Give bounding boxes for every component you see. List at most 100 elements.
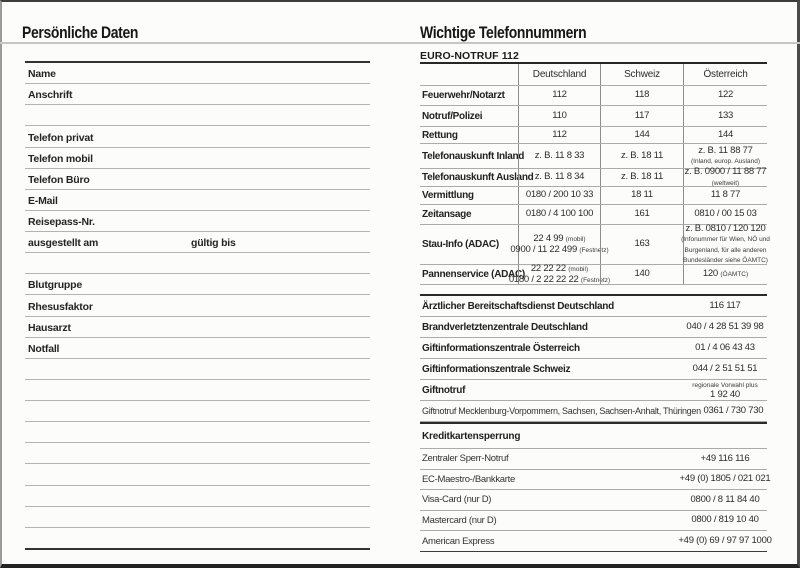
value-cell: z. B. 11 88 77 (Inland, europ. Ausland)	[683, 144, 767, 168]
value-text: +49 116 116	[700, 452, 750, 464]
credit-section-heading: Kreditkartensperrung	[420, 424, 767, 449]
field-label: Telefon mobil	[28, 152, 93, 165]
value-text: 144	[634, 128, 650, 140]
form-row: Anschrift	[25, 84, 370, 106]
value-text: 110	[552, 109, 567, 121]
ruled-blank-line	[25, 507, 370, 528]
value-line: 044 / 2 51 51 51	[692, 362, 758, 374]
value-text: 112	[552, 128, 567, 140]
value-text: z. B. 11 8 33	[534, 149, 585, 161]
field-label: Anschrift	[28, 89, 73, 102]
value-text: 0361 / 730 730	[703, 404, 764, 416]
form-row: Telefon mobil	[25, 148, 370, 169]
value-text: 040 / 4 28 51 39 98	[686, 320, 764, 332]
service-label: Giftnotruf	[422, 384, 466, 396]
form-row: Blutgruppe	[25, 274, 370, 296]
cell-line: Bundesländer siehe ÖAMTC)	[683, 255, 768, 265]
service-value: +49 (0) 1805 / 021 021	[680, 474, 771, 484]
fine-print: Bundesländer siehe ÖAMTC)	[683, 256, 768, 264]
fine-print: regionale Vorwahl plus	[692, 381, 758, 389]
value-text: 0800 / 819 10 40	[691, 514, 759, 526]
fine-print: (mobil)	[565, 236, 586, 244]
table-row: Vermittlung 0180 / 200 10 33 18 11 11 8 77	[420, 187, 767, 205]
row-label: Pannenservice (ADAC)	[422, 269, 525, 280]
value-cell: z. B. 0900 / 11 88 77 (weltweit)	[683, 167, 767, 188]
value-text: 122	[717, 89, 734, 101]
field-label: Reisepass-Nr.	[28, 216, 95, 228]
service-value: regionale Vorwahl plus 1 92 40	[684, 380, 766, 401]
ruled-blank-line	[25, 422, 370, 444]
cell-line: 117	[635, 110, 650, 121]
cell-line: 140	[634, 269, 649, 279]
column-header-label: Deutschland	[532, 69, 587, 80]
service-label: Giftinformationszentrale Österreich	[422, 342, 580, 354]
field-label: Hausarzt	[28, 321, 71, 334]
value-text: 18 11	[631, 189, 653, 201]
row-label: Stau-Info (ADAC)	[422, 239, 499, 250]
fine-print: Burgenland, für alle anderen	[684, 246, 767, 254]
service-value: 040 / 4 28 51 39 98	[684, 320, 766, 332]
form-row: Telefon Büro	[25, 169, 370, 190]
row-label: Rettung	[422, 129, 458, 141]
value-cell: 112	[518, 86, 600, 105]
euro-notruf-heading: EURO-NOTRUF 112	[420, 46, 767, 64]
row-label-cell: Zeitansage	[420, 205, 518, 224]
cell-line: 22 22 22 (mobil)	[531, 264, 588, 274]
cell-line: (Inland, europ. Ausland)	[691, 156, 760, 166]
list-item: Visa-Card (nur D) 0800 / 8 11 84 40	[420, 490, 767, 511]
ruled-blank-line	[25, 380, 370, 401]
value-cell: 0180 / 200 10 33	[518, 187, 600, 204]
value-line: 1 92 40	[710, 389, 740, 400]
value-cell: 22 22 22 (mobil) 0180 / 2 22 22 22 (Festn…	[509, 264, 610, 285]
table-row: Rettung 112 144 144	[420, 127, 767, 144]
value-text: +49 (0) 69 / 97 97 1000	[678, 535, 772, 547]
value-line: regionale Vorwahl plus	[692, 380, 757, 390]
service-label: Brandverletztenzentrale Deutschland	[422, 321, 588, 333]
value-line: 0800 / 819 10 40	[691, 514, 759, 526]
row-label-cell: Telefonauskunft Inland	[420, 144, 524, 168]
cell-line: 0180 / 200 10 33	[525, 189, 594, 201]
row-label-cell: Feuerwehr/Notarzt	[420, 86, 518, 105]
value-text: 0180 / 4 100 100	[525, 208, 594, 220]
ruled-blank-line	[25, 528, 370, 548]
service-value: 0800 / 819 10 40	[684, 515, 766, 525]
field-label: Telefon privat	[28, 131, 94, 144]
fine-print: (mobil)	[568, 266, 589, 274]
value-cell: 140	[600, 265, 683, 284]
fine-print: (Festnetz)	[580, 276, 611, 284]
emergency-services-list: Ärztlicher Bereitschaftsdienst Deutschla…	[420, 294, 767, 422]
value-text: 133	[717, 109, 734, 121]
list-item: Giftnotruf Mecklenburg-Vorpommern, Sachs…	[420, 401, 767, 422]
form-row: Hausarzt	[25, 317, 370, 338]
service-value: 0361 / 730 730	[701, 404, 766, 416]
fine-print: (Infonummer für Wien, NÖ und	[681, 236, 770, 244]
row-label-cell: Pannenservice (ADAC)	[420, 265, 525, 284]
value-line: +49 (0) 1805 / 021 021	[680, 474, 771, 484]
value-cell: 122	[683, 86, 767, 105]
cell-line: z. B. 18 11	[621, 172, 663, 182]
column-header-label: Österreich	[703, 69, 748, 80]
value-text: 161	[634, 208, 650, 220]
cell-line: 144	[634, 128, 650, 140]
value-text: 044 / 2 51 51 51	[692, 362, 758, 374]
value-text: z. B. 11 88 77	[698, 144, 753, 156]
field-label: ausgestellt am	[28, 237, 99, 250]
value-line: +49 116 116	[700, 452, 750, 464]
value-text: +49 (0) 1805 / 021 021	[679, 473, 771, 485]
credit-card-blocking-section: Kreditkartensperrung Zentraler Sperr-Not…	[420, 422, 772, 552]
value-line: 0361 / 730 730	[703, 404, 764, 416]
cell-line: 118	[635, 90, 650, 100]
field-label: Telefon Büro	[28, 173, 90, 186]
cell-line: 0900 / 11 22 499 (Festnetz)	[510, 244, 608, 255]
row-label: Notruf/Polizei	[422, 110, 483, 122]
service-value: 116 117	[684, 300, 766, 311]
cell-line: 22 4 99 (mobil)	[533, 234, 585, 244]
table-row: Zeitansage 0180 / 4 100 100 161 0810 / 00 1…	[420, 205, 767, 225]
value-cell: 161	[600, 205, 683, 224]
cell-line: 161	[634, 209, 649, 219]
field-label: Blutgruppe	[28, 279, 82, 292]
value-text: 0180 / 200 10 33	[525, 189, 594, 201]
form-row: ausgestellt am gültig bis	[25, 232, 370, 254]
value-line: 0800 / 8 11 84 40	[691, 494, 760, 505]
cell-line: (weltweit)	[712, 178, 739, 188]
